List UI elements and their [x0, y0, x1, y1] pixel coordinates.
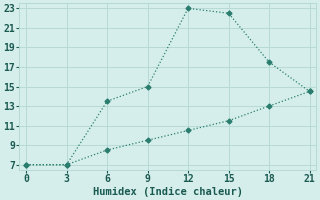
X-axis label: Humidex (Indice chaleur): Humidex (Indice chaleur): [93, 186, 243, 197]
